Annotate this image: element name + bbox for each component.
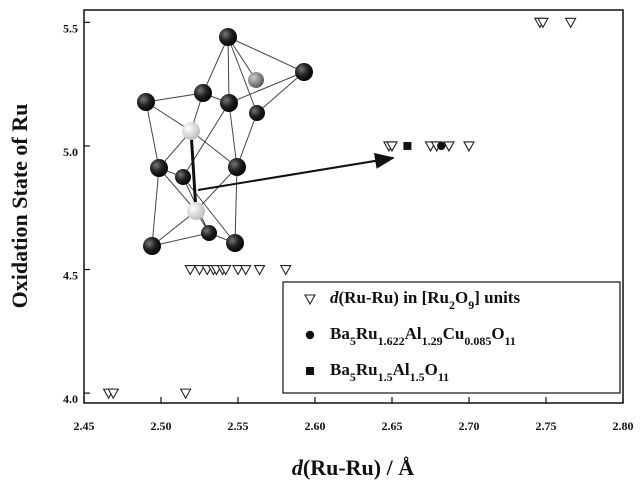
triangle-point: [181, 389, 191, 398]
x-tick-label: 2.75: [536, 419, 557, 433]
cluster-inset: [137, 28, 393, 255]
square-point: [403, 142, 411, 150]
triangle-point: [255, 266, 265, 275]
triangle-point: [566, 18, 576, 27]
x-tick-label: 2.45: [74, 419, 95, 433]
y-tick-label: 5.0: [63, 145, 78, 159]
triangle-point: [185, 266, 195, 275]
y-tick-label: 4.5: [63, 268, 78, 282]
legend-marker: [306, 331, 314, 339]
x-tick-label: 2.80: [613, 419, 634, 433]
x-tick-label: 2.60: [305, 419, 326, 433]
triangle-point: [444, 142, 454, 151]
legend-marker: [306, 367, 314, 375]
triangle-point: [464, 142, 474, 151]
x-tick-label: 2.50: [151, 419, 172, 433]
triangle-point: [281, 266, 291, 275]
y-tick-label: 4.0: [63, 392, 78, 406]
x-tick-label: 2.70: [459, 419, 480, 433]
circle-point: [437, 142, 445, 150]
chart: d(Ru-Ru) / Å Oxidation State of Ru 2.45 2…: [0, 0, 643, 487]
triangle-point: [241, 266, 251, 275]
x-tick-label: 2.55: [228, 419, 249, 433]
y-tick-label: 5.5: [63, 21, 78, 35]
x-axis-title: d(Ru-Ru) / Å: [292, 455, 414, 480]
x-tick-label: 2.65: [382, 419, 403, 433]
y-axis-title: Oxidation State of Ru: [7, 104, 32, 309]
